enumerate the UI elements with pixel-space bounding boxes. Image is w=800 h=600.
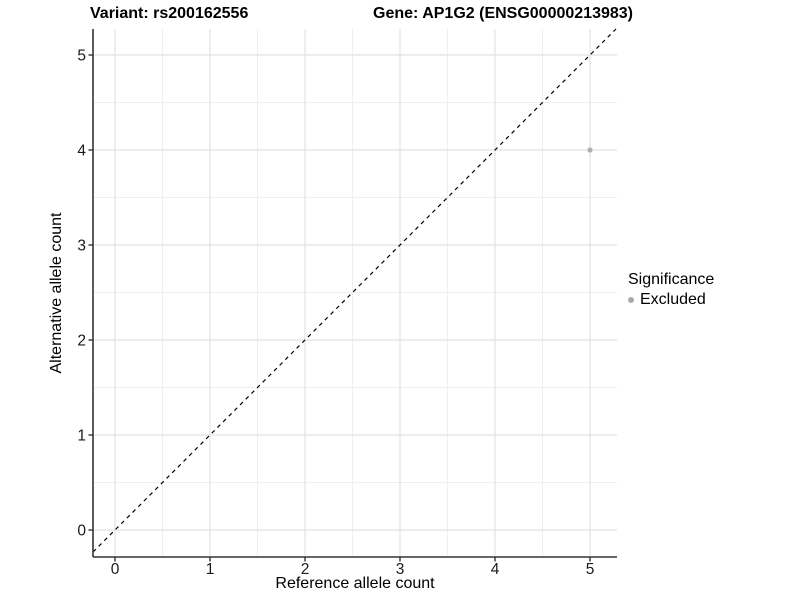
y-axis-title: Alternative allele count [48, 212, 65, 374]
x-tick-label: 1 [206, 561, 215, 578]
legend-point-icon [628, 297, 634, 303]
x-tick-label: 3 [396, 561, 405, 578]
legend-title: Significance [628, 271, 715, 288]
data-point-excluded [587, 147, 593, 153]
legend: Significance Excluded [628, 271, 714, 309]
legend-entry-label: Excluded [640, 291, 706, 308]
plot-title-gene: Gene: AP1G2 (ENSG00000213983) [373, 5, 633, 22]
y-tick-label: 1 [77, 428, 86, 445]
y-tick-label: 3 [77, 238, 86, 255]
x-tick-label: 0 [111, 561, 120, 578]
y-tick-label: 2 [77, 333, 86, 350]
y-tick-label: 4 [77, 143, 86, 160]
x-tick-label: 5 [586, 561, 595, 578]
x-axis-title: Reference allele count [275, 575, 435, 592]
y-tick-label: 0 [77, 523, 86, 540]
legend-entry-excluded: Excluded [628, 291, 714, 309]
identity-dashed-line [92, 28, 617, 553]
plot-title-variant: Variant: rs200162556 [90, 5, 249, 22]
y-tick-label: 5 [77, 48, 86, 65]
x-tick-label: 4 [491, 561, 500, 578]
x-tick-label: 2 [301, 561, 310, 578]
